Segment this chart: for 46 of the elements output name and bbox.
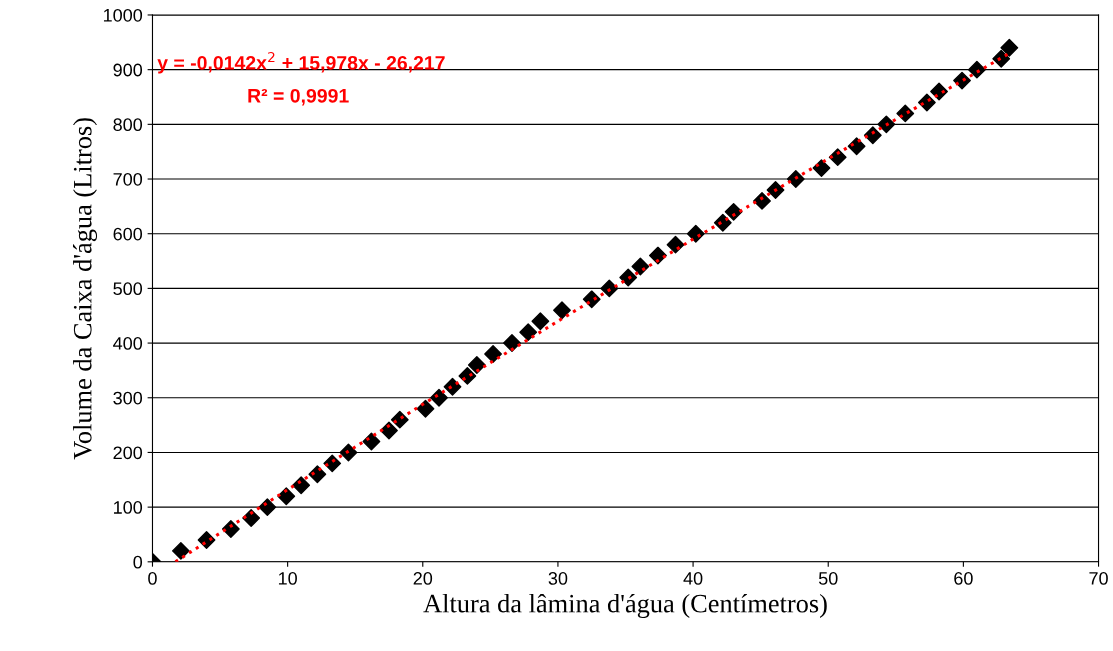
x-axis-title: Altura da lâmina d'água (Centímetros) [423, 593, 827, 618]
point [362, 432, 381, 451]
point [686, 224, 705, 243]
point [631, 257, 650, 276]
y-tick-label: 800 [113, 118, 143, 132]
point [467, 356, 486, 374]
point [553, 301, 571, 320]
y-tick-label: 900 [113, 63, 143, 77]
point [503, 334, 521, 352]
point [847, 137, 866, 156]
y-tick-label: 0 [133, 555, 143, 569]
x-tick-label: 30 [548, 572, 568, 585]
x-tick-label: 40 [683, 572, 703, 585]
x-tick-label: 60 [954, 572, 973, 585]
x-tick-label: 10 [278, 572, 297, 585]
y-axis-title: Volume da Caixa d'água (Litros) [73, 118, 98, 460]
point [1000, 38, 1019, 57]
annotation: R² = 0,9991 [248, 88, 349, 106]
point [292, 476, 311, 495]
y-tick-label: 200 [113, 446, 143, 460]
y-tick-label: 100 [114, 501, 143, 514]
point [171, 541, 190, 560]
x-tick-label: 20 [413, 572, 433, 585]
point [339, 443, 358, 462]
point [258, 498, 277, 517]
y-tick-label: 500 [113, 282, 143, 296]
point [416, 399, 435, 418]
point [277, 487, 296, 506]
y-tick-label: 600 [113, 227, 143, 241]
y-tick-label: 400 [113, 337, 143, 350]
point [519, 323, 538, 342]
x-tick-label: 50 [818, 572, 838, 585]
point [531, 312, 550, 331]
point [786, 170, 805, 188]
y-tick-label: 1000 [103, 8, 143, 22]
x-tick-label: 70 [1089, 572, 1108, 585]
point [666, 235, 685, 254]
point [766, 181, 785, 199]
y-tick-label: 700 [113, 172, 143, 186]
point [430, 388, 448, 407]
x-tick-label: 0 [148, 572, 157, 585]
y-tick-label: 300 [113, 391, 143, 405]
point [600, 279, 619, 298]
point [877, 115, 896, 134]
point [967, 60, 986, 79]
point [484, 345, 502, 363]
